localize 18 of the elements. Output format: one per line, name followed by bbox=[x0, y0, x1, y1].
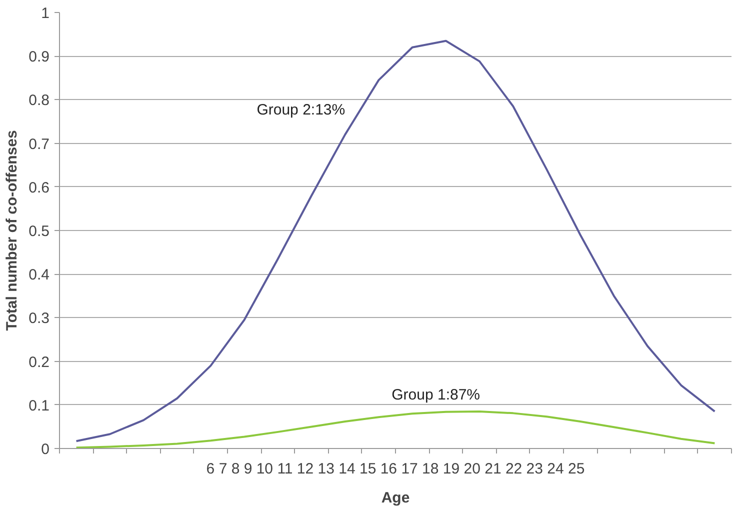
series-label: Group 1:87% bbox=[392, 386, 480, 404]
y-tick-label: 0.4 bbox=[28, 266, 50, 284]
y-tick-label: 0.9 bbox=[28, 48, 50, 66]
line-series bbox=[75, 40, 716, 442]
y-tick-label: 0.6 bbox=[28, 179, 50, 196]
y-tick-label: 0.2 bbox=[28, 354, 50, 371]
x-axis-title: Age bbox=[381, 490, 410, 506]
y-axis-title: Total number of co-offenses bbox=[4, 130, 21, 331]
y-tick-label: 0.8 bbox=[28, 92, 50, 110]
series-label: Group 2:13% bbox=[256, 102, 346, 119]
y-tick-label: 0.5 bbox=[28, 223, 50, 240]
y-tick-label: 0.3 bbox=[28, 310, 50, 328]
line-series bbox=[75, 410, 716, 448]
y-tick-label: 0 bbox=[41, 441, 50, 458]
y-tick-label: 1 bbox=[41, 5, 50, 22]
y-tick-label: 0.1 bbox=[28, 397, 50, 414]
y-tick-label: 0.7 bbox=[28, 136, 50, 153]
text: 6 7 8 9 10 11 12 13 14 15 16 17 18 19 20 21 22 23 24 25 bbox=[206, 460, 585, 478]
